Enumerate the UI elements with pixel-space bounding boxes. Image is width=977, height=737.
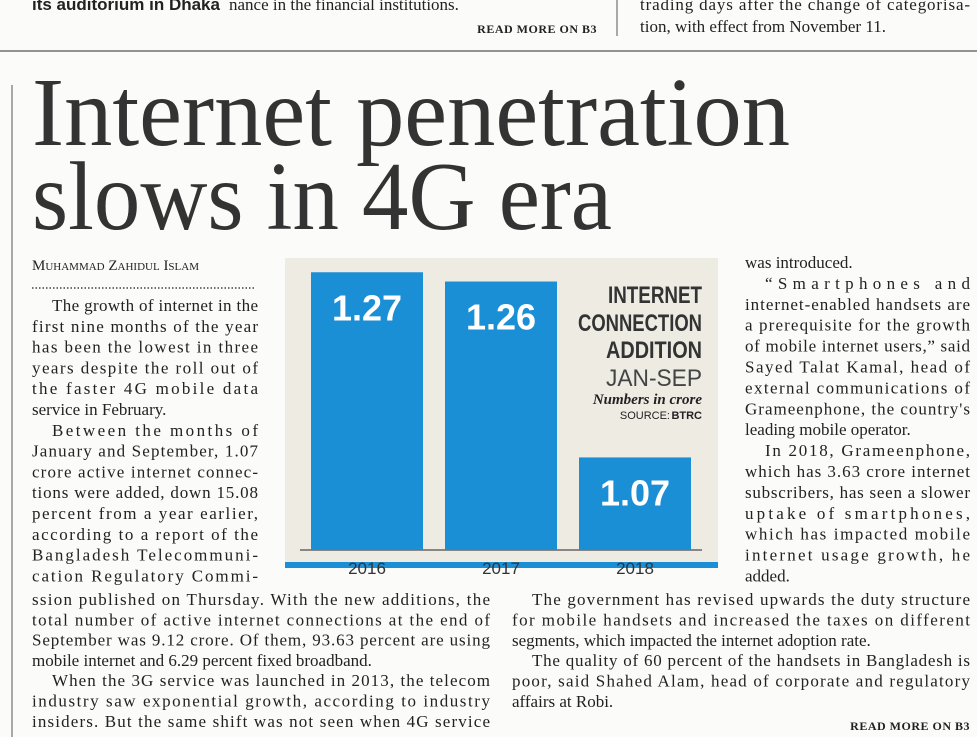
article-line: insiders. But the same shift was not see… (32, 712, 490, 731)
unit-note: Numbers in crore (592, 392, 703, 408)
article-line: The government has revised upwards the d… (532, 590, 970, 609)
article-line: The growth of internet in the (52, 296, 258, 315)
x-tick-label: 2018 (616, 559, 654, 578)
value-label: 1.26 (466, 297, 536, 338)
article-line: was introduced. (745, 253, 853, 272)
article-line: of mobile internet users,” said (745, 337, 971, 356)
article-line: the faster 4G mobile data (32, 379, 258, 398)
article-line: tions were added, down 15.08 (32, 483, 258, 502)
headline: slows in 4G era (32, 143, 612, 251)
article-line: internet usage growth, he (745, 546, 970, 565)
chart-title: ADDITION (606, 337, 702, 364)
article-line: for mobile handsets and increased the ta… (512, 610, 970, 629)
article-line: affairs at Robi. (512, 692, 613, 711)
byline: Muhammad Zahidul Islam (32, 258, 199, 274)
top-right-text: trading days after the change of categor… (640, 0, 970, 14)
x-tick-label: 2017 (482, 559, 520, 578)
article-line: crore active internet connec- (32, 462, 258, 481)
chart-title: CONNECTION (578, 310, 702, 337)
article-line: January and September, 1.07 (32, 442, 259, 461)
article-line: first nine months of the year (32, 317, 258, 336)
article-line: according to a report of the (32, 525, 258, 544)
article-line: When the 3G service was launched in 2013… (52, 671, 490, 690)
article-line: Between the months of (52, 421, 258, 440)
article-line: subscribers, has seen a slower (745, 483, 970, 502)
article-line: Bangladesh Telecommuni- (32, 546, 258, 565)
article-line: mobile internet and 6.29 percent fixed b… (32, 651, 372, 670)
top-left-text: its auditorium in Dhaka (32, 0, 221, 14)
article-line: ssion published on Thursday. With the ne… (32, 590, 490, 609)
article-line: has been the lowest in three (32, 338, 258, 357)
article-line: added. (745, 567, 790, 586)
headline: Internet penetration (32, 59, 790, 167)
x-tick-label: 2016 (348, 559, 386, 578)
value-label: 1.27 (332, 287, 402, 328)
source: BTRC (671, 410, 702, 422)
article-line: In 2018, Grameenphone, (765, 441, 970, 460)
article-line: September was 9.12 crore. Of them, 93.63… (32, 631, 491, 650)
article-line: service in February. (32, 400, 166, 419)
article-line: poor, said Shahed Alam, head of corporat… (512, 672, 971, 691)
article-line: which has 3.63 crore internet (745, 462, 970, 481)
top-middle-text: nance in the financial institutions. (229, 0, 459, 14)
bar (311, 272, 423, 550)
read-more: READ MORE ON B3 (850, 719, 970, 733)
article-line: external communications of (745, 378, 970, 397)
bar (445, 281, 557, 550)
article-line: segments, which impacted the internet ad… (512, 631, 871, 650)
article-line: Sayed Talat Kamal, head of (745, 358, 970, 377)
article-line: cation Regulatory Commi- (32, 566, 258, 585)
article-line: The quality of 60 percent of the handset… (532, 651, 970, 670)
article-line: a prerequisite for the growth (745, 316, 971, 335)
article-line: years despite the roll out of (32, 358, 258, 377)
article-line: Grameenphone, the country's (745, 399, 970, 418)
chart-subtitle: JAN-SEP (606, 365, 702, 392)
article-line: leading mobile operator. (745, 420, 911, 439)
bar (579, 457, 691, 550)
article-line: internet-enabled handsets are (745, 295, 970, 314)
chart-footer-strip (285, 562, 718, 568)
article-line: total number of active internet connecti… (32, 610, 490, 629)
value-label: 1.07 (600, 472, 670, 513)
article-line: which has impacted mobile (745, 525, 970, 544)
article-line: percent from a year earlier, (32, 504, 258, 523)
read-more: READ MORE ON B3 (477, 22, 597, 36)
top-right-text: tion, with effect from November 11. (640, 17, 886, 36)
article-line: uptake of smartphones, (745, 504, 970, 523)
chart-title: INTERNET (608, 282, 702, 309)
source-label: SOURCE: (620, 410, 670, 422)
